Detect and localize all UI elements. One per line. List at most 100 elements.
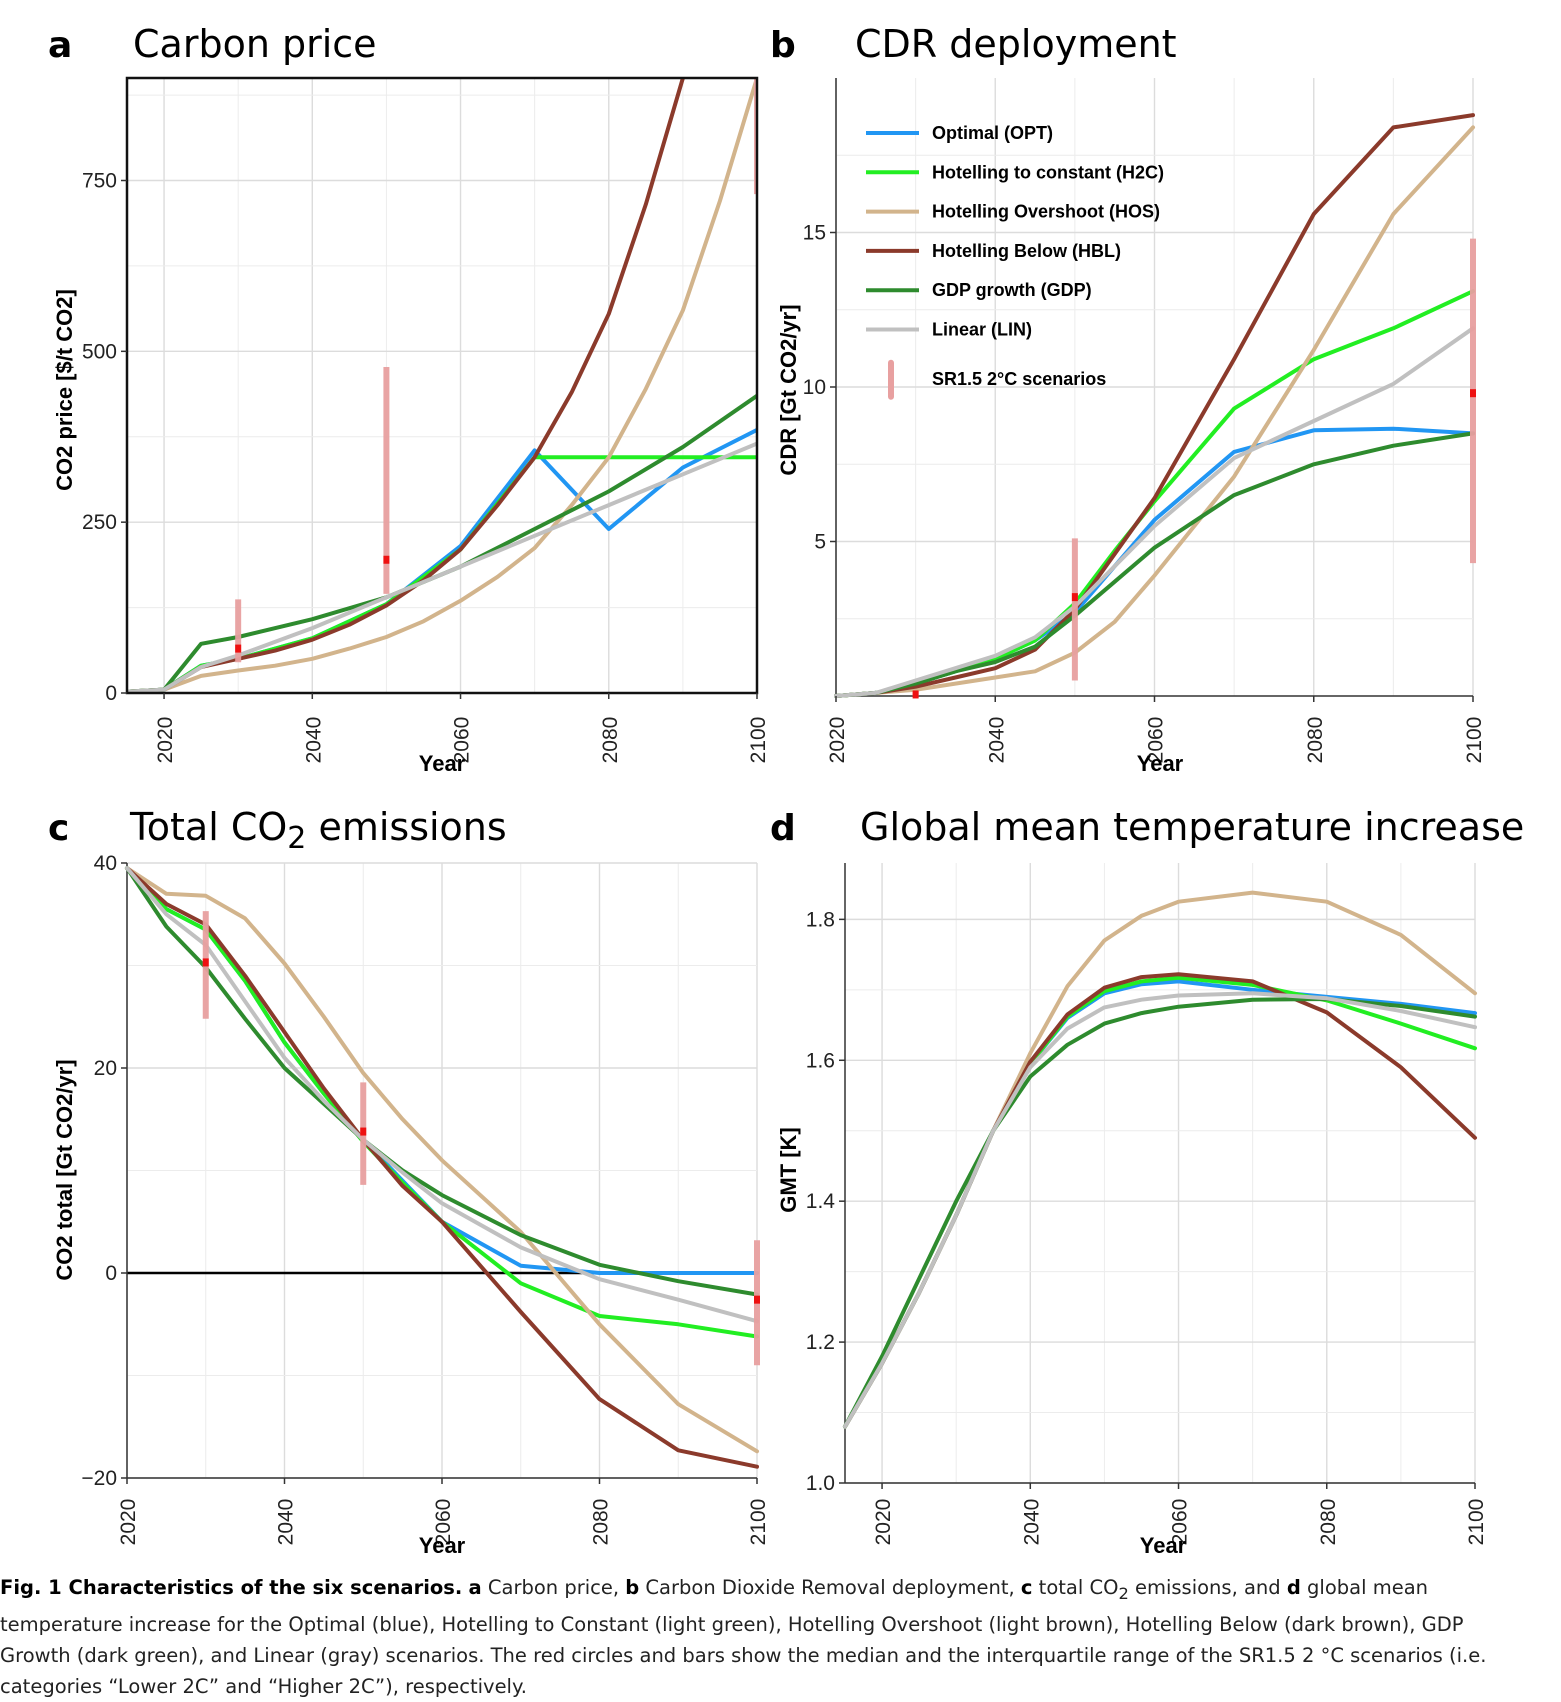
panel-a-x-tick-label: 2080 [599, 717, 622, 764]
panel-a-series-hos [127, 78, 757, 693]
caption-letter-a: a [468, 1576, 482, 1599]
panel-b-sr15-median [912, 690, 919, 699]
panel-c-x-tick-label: 2080 [590, 1499, 613, 1546]
panel-a-y-tick-label: 0 [105, 682, 117, 705]
caption-lead: Fig. 1 Characteristics of the six scenar… [0, 1576, 463, 1599]
panel-b-cdr-deployment: b CDR deployment 5 10 15 2020 2040 2060 2080 2100… [770, 22, 1486, 776]
caption-letter-b: b [625, 1576, 640, 1599]
panel-a-series-group [127, 78, 757, 693]
panel-c-sr15-ranges [202, 911, 760, 1366]
panel-c-y-axis-title: CO2 total [Gt CO2/yr] [52, 1059, 77, 1280]
panel-d-x-tick-label: 2040 [1020, 1499, 1043, 1546]
panel-c-title-tail: emissions [306, 805, 506, 849]
panel-b-y-tick-label: 5 [814, 531, 826, 554]
panel-a-title-text: Carbon price [133, 22, 377, 66]
panel-a-plot-background [127, 78, 757, 693]
caption-text-a: Carbon price, [481, 1576, 626, 1599]
panel-b-x-tick-label: 2060 [1145, 717, 1168, 764]
panel-a-sr15-ranges [235, 78, 757, 663]
panel-d-series-group [843, 890, 1477, 1429]
panel-a-letter: a [48, 25, 72, 66]
panel-a-x-tick-label: 2060 [451, 717, 474, 764]
caption-text-c-tail: emissions, and [1128, 1576, 1287, 1599]
panel-b-y-axis-title: CDR [Gt CO2/yr] [776, 304, 801, 475]
panel-d-title-text: Global mean temperature increase [860, 805, 1524, 849]
panel-d-title: Global mean temperature increase [860, 805, 1524, 849]
panel-b-sr15-ranges [912, 238, 1476, 699]
panel-c-title-text: Total CO [129, 805, 287, 849]
caption-text-d: global mean temperature increase for the… [0, 1576, 1487, 1698]
panel-c-series-hos [125, 866, 759, 1454]
panel-b-x-tick-label: 2040 [985, 717, 1008, 764]
panel-d-x-tick-label: 2060 [1169, 1499, 1192, 1546]
panel-a-x-axis-title: Year [419, 751, 466, 776]
panel-a-grid [127, 78, 758, 694]
panel-b-y-tick-label: 10 [803, 376, 826, 399]
panel-d-global-mean-temperature: d Global mean temperature increase 1.0 1.2 1… [770, 805, 1524, 1558]
panel-d-y-tick-label: 1.6 [806, 1049, 835, 1072]
panel-d-plot-background [845, 863, 1475, 1483]
panel-a-x-tick-label: 2100 [747, 717, 770, 764]
panel-c-title: Total CO2 emissions [129, 805, 507, 856]
panel-b-title-text: CDR deployment [855, 22, 1177, 66]
panel-a-plot-frame [125, 76, 759, 695]
panel-c-x-tick-label: 2060 [432, 1499, 455, 1546]
panel-a-carbon-price: a Carbon price 0 250 500 750 2020 2040 2060 2080 2… [48, 22, 770, 776]
panel-c-letter: c [48, 808, 69, 849]
panel-d-grid [845, 863, 1476, 1484]
caption-text-b: Carbon Dioxide Removal deployment, [639, 1576, 1021, 1599]
panel-d-x-axis-title: Year [1140, 1533, 1187, 1558]
panel-c-y-tick-label: 20 [94, 1057, 117, 1080]
panel-d-series-lin [843, 991, 1477, 1429]
panel-a-sr15-median [235, 644, 242, 653]
panel-c-y-tick-label: 0 [105, 1262, 117, 1285]
panel-b-grid [835, 78, 1474, 696]
panel-c-title-subscript: 2 [287, 821, 306, 856]
panel-a-sr15-median [383, 555, 390, 564]
panel-a-title: Carbon price [133, 22, 377, 66]
figure-caption: Fig. 1 Characteristics of the six scenar… [0, 1572, 1540, 1702]
panel-d-x-tick-label: 2020 [872, 1499, 895, 1546]
caption-letter-c: c [1020, 1576, 1033, 1599]
panel-a-x-tick-label: 2020 [154, 717, 177, 764]
legend-label-3: Hotelling Below (HBL) [932, 241, 1121, 261]
panel-b-title: CDR deployment [855, 22, 1177, 66]
panel-b-x-tick-label: 2080 [1304, 717, 1327, 764]
legend-label-0: Optimal (OPT) [932, 123, 1053, 143]
panel-d-y-tick-label: 1.2 [806, 1331, 835, 1354]
legend-label-4: GDP growth (GDP) [932, 280, 1092, 300]
panel-a-y-tick-label: 250 [82, 511, 117, 534]
panel-a-y-axis-title: CO2 price [$/t CO2] [52, 289, 77, 491]
panel-c-y-tick-label: 40 [94, 852, 117, 875]
panel-d-letter: d [770, 808, 796, 849]
panel-c-x-tick-label: 2040 [275, 1499, 298, 1546]
caption-letter-d: d [1286, 1576, 1301, 1599]
panel-b-y-tick-label: 15 [803, 222, 826, 245]
panel-d-x-tick-label: 2080 [1317, 1499, 1340, 1546]
legend-label-2: Hotelling Overshoot (HOS) [932, 202, 1160, 222]
panel-d-y-tick-label: 1.8 [806, 908, 835, 931]
legend-label-1: Hotelling to constant (H2C) [932, 162, 1164, 182]
panel-d-x-tick-label: 2100 [1465, 1499, 1488, 1546]
panel-b-sr15-median [1470, 389, 1476, 398]
panel-b-x-tick-label: 2100 [1463, 717, 1486, 764]
panel-c-sr15-median [360, 1127, 367, 1136]
panel-c-x-axis-title: Year [419, 1533, 466, 1558]
panel-c-y-tick-label: −20 [81, 1467, 117, 1490]
panel-d-y-tick-label: 1.4 [806, 1190, 836, 1213]
panel-a-y-tick-label: 500 [82, 340, 117, 363]
panel-c-x-tick-label: 2020 [117, 1499, 140, 1546]
panel-d-y-tick-label: 1.0 [806, 1472, 835, 1495]
panel-a-series-lin [127, 441, 757, 693]
caption-text-c-subscript: 2 [1118, 1583, 1129, 1603]
panel-b-letter: b [770, 25, 796, 66]
panel-a-y-tick-label: 750 [82, 170, 117, 193]
panel-c-sr15-median [754, 1295, 760, 1304]
legend-label-range: SR1.5 2°C scenarios [932, 369, 1106, 389]
caption-text-c: total CO [1032, 1576, 1119, 1599]
panel-a-x-tick-label: 2040 [302, 717, 325, 764]
legend-label-5: Linear (LIN) [932, 320, 1032, 340]
legend: Optimal (OPT) Hotelling to constant (H2C)… [866, 123, 1164, 400]
